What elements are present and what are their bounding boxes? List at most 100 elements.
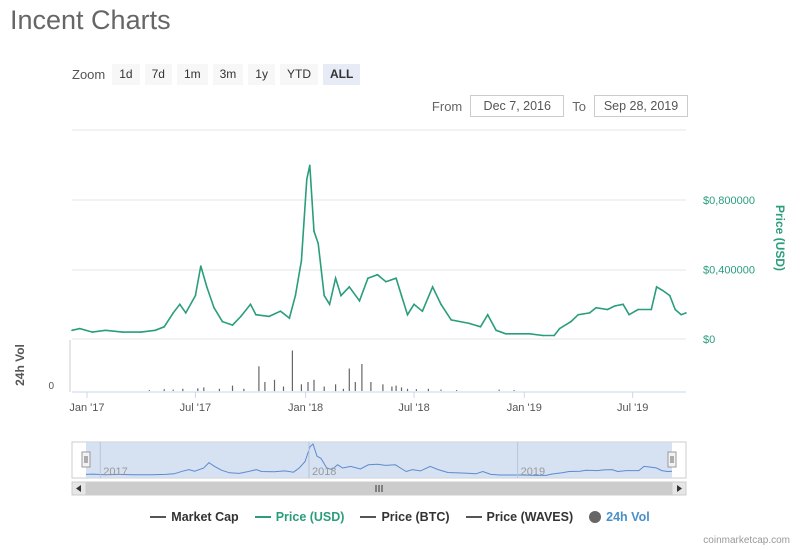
- credit-link[interactable]: coinmarketcap.com: [703, 535, 790, 546]
- zoom-button-7d[interactable]: 7d: [144, 63, 172, 85]
- zoom-button-1y[interactable]: 1y: [248, 63, 275, 85]
- volume-bar: [361, 364, 363, 391]
- x-axis-tick-label: Jul '19: [617, 402, 648, 414]
- price-point: [622, 303, 624, 306]
- price-point: [279, 310, 282, 313]
- navigator: 2017 2018 2019: [71, 441, 687, 479]
- price-point: [558, 327, 561, 330]
- volume-bar: [335, 384, 337, 392]
- legend-label: Price (BTC): [381, 510, 450, 524]
- volume-bar: [391, 386, 393, 391]
- price-point: [528, 333, 531, 335]
- legend-item-24h-vol[interactable]: 24h Vol: [589, 510, 650, 524]
- volume-bar: [300, 384, 302, 392]
- price-point: [628, 313, 630, 316]
- price-point: [323, 294, 326, 297]
- price-point: [317, 242, 320, 245]
- x-axis-tick-label: Jan '18: [288, 402, 323, 414]
- legend-item-price-usd[interactable]: Price (USD): [254, 510, 345, 524]
- volume-bar: [415, 389, 417, 391]
- price-point: [516, 333, 518, 335]
- price-point: [348, 286, 351, 288]
- volume-bar: [354, 382, 356, 391]
- price-point: [685, 312, 687, 314]
- price-point: [300, 260, 303, 262]
- volume-bar: [440, 389, 442, 391]
- price-point: [595, 306, 597, 309]
- x-axis-tick-label: Jul '18: [398, 402, 429, 414]
- navigator-year-label: 2018: [312, 466, 336, 478]
- price-point: [650, 308, 653, 311]
- price-point: [577, 313, 579, 316]
- price-point: [313, 230, 315, 233]
- legend-line-symbol: [254, 516, 271, 518]
- volume-bar: [498, 389, 500, 391]
- price-point: [495, 329, 497, 332]
- scrollbar[interactable]: [71, 481, 687, 496]
- price-point: [588, 312, 591, 314]
- volume-bar: [273, 379, 276, 392]
- legend-item-price-waves[interactable]: Price (WAVES): [465, 510, 574, 524]
- price-point: [200, 265, 202, 267]
- volume-bar: [231, 385, 234, 391]
- price-point: [376, 273, 379, 276]
- volume-bar: [370, 382, 372, 391]
- volume-bar: [513, 390, 515, 391]
- volume-bar: [348, 368, 350, 391]
- price-point: [655, 286, 658, 288]
- volume-bar: [243, 388, 245, 392]
- price-axis-title: Price (USD): [773, 205, 787, 271]
- x-axis: Jan '17 Jul '17 Jan '18 Jul '18 Jan '19 Jul '…: [69, 391, 686, 414]
- arrow-left-icon: [76, 485, 81, 492]
- zoom-button-all[interactable]: ALL: [322, 63, 361, 85]
- volume-bar: [172, 389, 174, 391]
- price-point: [553, 334, 555, 337]
- zoom-button-3m[interactable]: 3m: [212, 63, 244, 85]
- price-point: [421, 310, 424, 313]
- price-point: [680, 313, 682, 316]
- price-point: [385, 280, 387, 283]
- price-point: [163, 326, 165, 328]
- volume-bar: [203, 387, 205, 391]
- navigator-year-label: 2019: [521, 466, 545, 478]
- from-date-input[interactable]: [470, 95, 565, 117]
- x-axis-tick-label: Jan '19: [507, 402, 542, 414]
- price-chart: $0 $0,400000 $0,800000 Price (USD) 24h Vol…: [13, 129, 787, 496]
- price-point: [172, 312, 174, 314]
- legend-item-price-btc[interactable]: Price (BTC): [360, 510, 450, 524]
- price-point: [340, 294, 342, 297]
- price-point: [255, 313, 257, 316]
- legend-label: Price (WAVES): [486, 510, 574, 524]
- price-point: [249, 303, 252, 306]
- price-point: [104, 329, 107, 332]
- legend-label: Price (USD): [275, 510, 345, 524]
- volume-bar: [400, 387, 403, 391]
- volume-bar: [395, 385, 397, 391]
- volume-bar: [323, 386, 325, 391]
- navigator-right-handle[interactable]: [667, 451, 677, 468]
- x-axis-tick-label: Jan '17: [69, 402, 104, 414]
- price-point: [406, 313, 409, 316]
- legend-label: Market Cap: [171, 510, 239, 524]
- price-point: [206, 286, 208, 288]
- page-title: Incent Charts: [10, 5, 171, 35]
- price-point: [542, 334, 544, 337]
- price-axis-tick: $0: [703, 334, 715, 346]
- price-point: [395, 277, 397, 280]
- price-point: [179, 303, 181, 306]
- price-point: [185, 312, 187, 314]
- price-point: [440, 303, 442, 306]
- price-point: [413, 303, 415, 306]
- to-date-input[interactable]: [594, 95, 688, 117]
- price-point: [294, 294, 297, 297]
- price-point: [231, 324, 234, 326]
- price-point: [240, 315, 242, 318]
- legend-item-market-cap[interactable]: Market Cap: [150, 510, 239, 524]
- price-point: [194, 294, 197, 297]
- navigator-selected-range[interactable]: [86, 442, 672, 478]
- price-point: [358, 300, 361, 302]
- zoom-button-1d[interactable]: 1d: [112, 63, 140, 85]
- zoom-button-1m[interactable]: 1m: [176, 63, 208, 85]
- navigator-left-handle[interactable]: [81, 451, 91, 468]
- zoom-button-ytd[interactable]: YTD: [279, 63, 318, 85]
